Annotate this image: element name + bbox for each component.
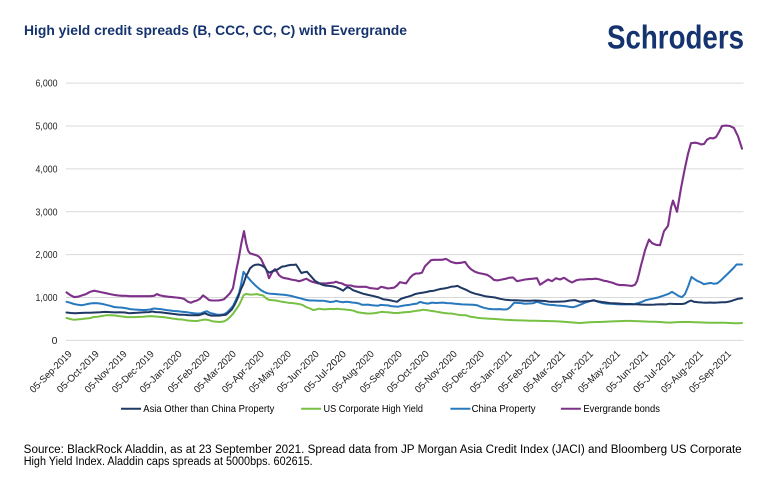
svg-text:China Property: China Property	[472, 404, 537, 415]
svg-text:4,000: 4,000	[36, 163, 58, 175]
svg-text:2,000: 2,000	[36, 249, 58, 261]
svg-text:Source: BlackRock Aladdin, as: Source: BlackRock Aladdin, as at 23 Sept…	[24, 444, 742, 456]
svg-text:Schroders: Schroders	[607, 20, 744, 57]
svg-text:Asia Other than China Property: Asia Other than China Property	[143, 404, 275, 415]
svg-text:Evergrande bonds: Evergrande bonds	[583, 404, 660, 415]
svg-text:5,000: 5,000	[36, 121, 58, 133]
svg-text:High Yield Index. Aladdin caps: High Yield Index. Aladdin caps spreads a…	[24, 456, 313, 468]
svg-text:3,000: 3,000	[36, 206, 58, 218]
svg-text:1,000: 1,000	[36, 292, 58, 304]
svg-text:0: 0	[52, 335, 58, 347]
svg-text:US Corporate High Yield: US Corporate High Yield	[324, 404, 424, 415]
svg-text:High yield credit spreads (B,: High yield credit spreads (B, CCC, CC, C…	[24, 22, 407, 38]
svg-text:6,000: 6,000	[36, 78, 58, 90]
